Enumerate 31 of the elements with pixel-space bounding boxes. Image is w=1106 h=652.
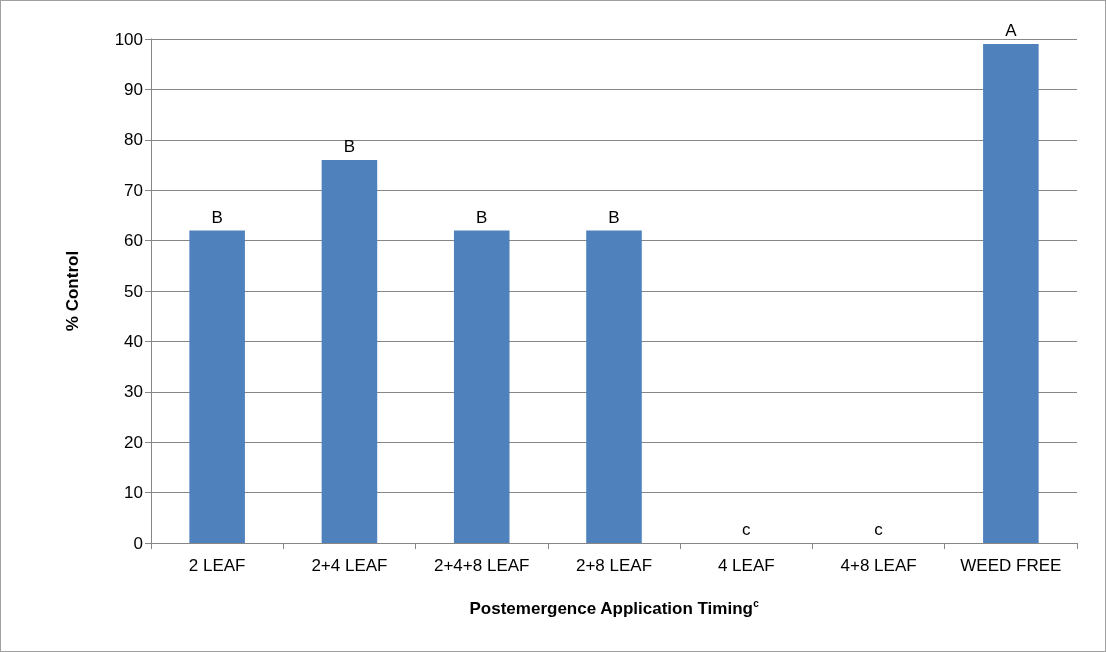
y-tick-label: 20 — [124, 432, 143, 452]
x-tick-label: 2 LEAF — [188, 556, 246, 575]
y-tick-label: 60 — [124, 231, 143, 251]
data-label: B — [343, 136, 356, 156]
y-tick-label: 90 — [124, 79, 143, 99]
data-label: B — [211, 207, 223, 227]
y-tick-label: 0 — [133, 533, 143, 553]
x-tick-label: 2+8 LEAF — [575, 556, 653, 575]
y-tick-label: 30 — [124, 382, 143, 402]
bar — [189, 230, 245, 543]
y-tick-label: 50 — [124, 281, 143, 301]
y-tick-label: 40 — [124, 331, 143, 351]
bar — [983, 44, 1039, 543]
x-tick-label: 2+4+8 LEAF — [433, 556, 530, 575]
bar — [453, 230, 510, 543]
x-tick-label: WEED FREE — [960, 556, 1062, 575]
y-tick-label: 100 — [114, 29, 143, 49]
bar — [586, 230, 642, 543]
data-label: B — [608, 207, 620, 227]
x-tick-label: 4 LEAF — [717, 556, 775, 575]
y-tick-label: 80 — [124, 130, 143, 150]
y-tick-label: 10 — [124, 483, 143, 503]
data-label: A — [1005, 21, 1018, 41]
data-label: B — [476, 207, 488, 227]
x-tick-label: 2+4 LEAF — [311, 556, 388, 575]
data-label: c — [742, 520, 752, 539]
data-label: c — [874, 520, 884, 539]
x-tick-label: 4+8 LEAF — [840, 556, 917, 575]
bar — [321, 159, 378, 543]
y-axis-title: % Control — [63, 250, 82, 332]
y-tick-label: 70 — [124, 180, 143, 200]
